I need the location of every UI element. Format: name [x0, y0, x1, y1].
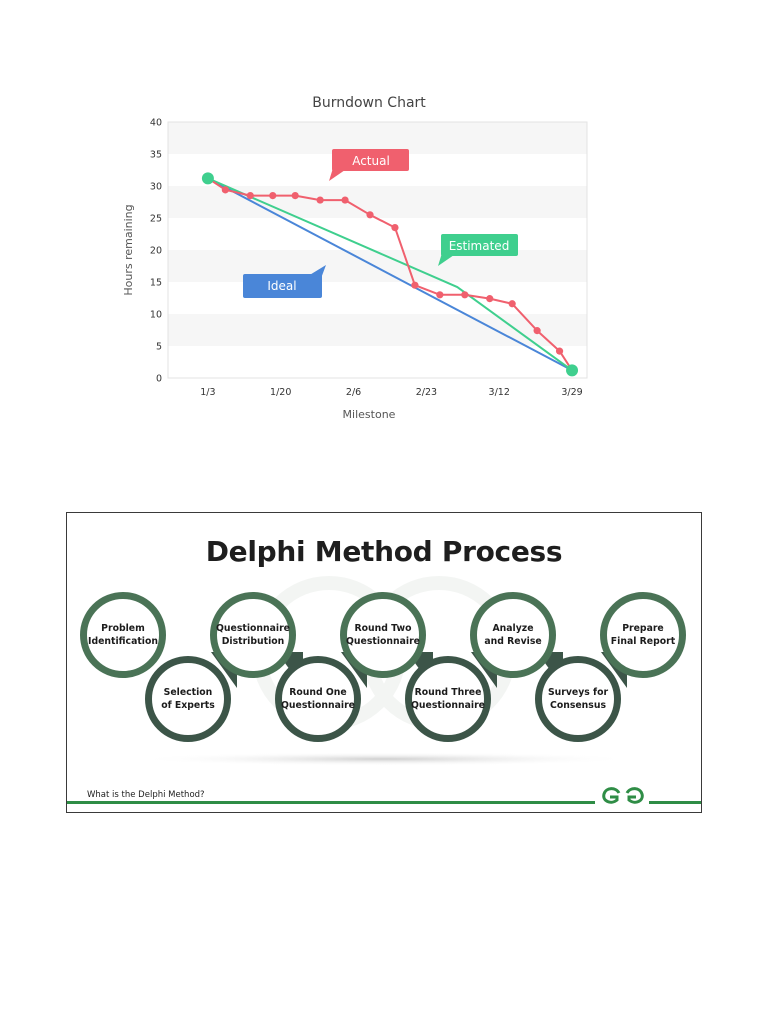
y-tick-label: 0	[156, 374, 162, 385]
burndown-chart-svg: Burndown Chart 0 5 10 15 20 25 30 35 40 1/3 1/20 2…	[122, 95, 588, 421]
step-problem-identification: Problem Identification	[80, 592, 166, 678]
callout-estimated-box	[441, 234, 518, 256]
x-tick-label: 1/20	[270, 387, 291, 398]
footer-caption: What is the Delphi Method?	[87, 790, 205, 800]
step-prepare-final-report: Prepare Final Report	[600, 592, 686, 678]
actual-point	[461, 291, 469, 299]
actual-point	[436, 291, 444, 299]
y-tick-label: 5	[156, 342, 162, 353]
callout-actual-label: Actual	[352, 154, 390, 168]
y-tick-label: 10	[150, 310, 162, 321]
actual-point	[555, 347, 564, 355]
plot-area-frame	[167, 121, 588, 379]
x-tick-label: 2/23	[416, 387, 437, 398]
delphi-infographic: Delphi Method Process Problem Identifica…	[66, 512, 702, 813]
chart-title: Burndown Chart	[312, 95, 426, 111]
step-selection-of-experts: Selection of Experts	[145, 656, 231, 742]
callout-actual-pointer	[329, 168, 345, 181]
step-round-two-questionnaire: Round Two Questionnaire	[340, 592, 426, 678]
step-selection-of-experts-label: Selection of Experts	[161, 687, 215, 711]
step-round-two-questionnaire-label: Round Two Questionnaire	[346, 623, 420, 647]
x-tick-label: 1/3	[200, 387, 215, 398]
x-tick-label: 3/12	[489, 387, 510, 398]
callout-estimated: Estimated	[438, 234, 518, 266]
y-tick-label: 40	[150, 118, 162, 129]
gfg-logo-icon	[602, 787, 644, 804]
actual-point	[533, 327, 541, 335]
series-line-estimated	[207, 177, 573, 372]
actual-point	[391, 224, 399, 232]
step-analyze-and-revise: Analyze and Revise	[470, 592, 556, 678]
step-questionnaire-distribution-label: Questionnaire Distribution	[216, 623, 290, 647]
step-round-one-questionnaire-label: Round One Questionnaire	[281, 687, 355, 711]
y-tick-label: 25	[150, 214, 162, 225]
callout-ideal-box	[243, 274, 322, 298]
delphi-title: Delphi Method Process	[205, 535, 563, 568]
step-problem-identification-label: Problem Identification	[88, 623, 158, 647]
actual-point	[269, 192, 277, 200]
callout-actual-box	[332, 149, 409, 171]
callout-ideal-label: Ideal	[267, 279, 296, 293]
y-tick-label: 20	[150, 246, 162, 257]
actual-point	[291, 192, 299, 200]
grid-band	[168, 314, 587, 346]
actual-point	[246, 192, 254, 200]
actual-point	[316, 196, 324, 204]
y-tick-label: 15	[150, 278, 162, 289]
step-prepare-final-report-label: Prepare Final Report	[610, 623, 676, 647]
start-marker	[201, 172, 214, 185]
y-tick-label: 30	[150, 182, 162, 193]
actual-point	[366, 211, 374, 219]
grid-band	[168, 122, 587, 154]
burndown-chart: Burndown Chart 0 5 10 15 20 25 30 35 40 1/3 1/20 2…	[0, 0, 768, 440]
footer-rule-right	[649, 801, 701, 804]
footer-rule-left	[67, 801, 595, 804]
end-marker	[566, 364, 579, 377]
x-axis-label: Milestone	[343, 408, 396, 421]
step-surveys-for-consensus: Surveys for Consensus	[535, 656, 621, 742]
actual-point	[508, 300, 516, 308]
y-axis-label: Hours remaining	[122, 204, 135, 295]
series-line-ideal	[207, 177, 573, 372]
actual-point	[486, 295, 494, 303]
step-round-three-questionnaire-label: Round Three Questionnaire	[411, 687, 485, 711]
x-tick-label: 3/29	[561, 387, 582, 398]
grid-band	[168, 250, 587, 282]
step-questionnaire-distribution: Questionnaire Distribution	[210, 592, 296, 678]
callout-ideal-pointer	[308, 265, 326, 281]
actual-point	[341, 196, 349, 204]
step-surveys-for-consensus-label: Surveys for Consensus	[547, 687, 609, 711]
gfg-logo-left-glyph	[602, 787, 621, 804]
actual-point	[221, 186, 229, 194]
callout-estimated-label: Estimated	[449, 239, 510, 253]
step-analyze-and-revise-label: Analyze and Revise	[484, 623, 542, 647]
actual-point	[411, 281, 419, 289]
step-round-three-questionnaire: Round Three Questionnaire	[405, 656, 491, 742]
floor-shadow	[135, 752, 635, 766]
callout-estimated-pointer	[438, 253, 454, 266]
y-tick-label: 35	[150, 150, 162, 161]
callout-ideal: Ideal	[243, 265, 326, 298]
step-round-one-questionnaire: Round One Questionnaire	[275, 656, 361, 742]
x-tick-label: 2/6	[346, 387, 361, 398]
gfg-logo-right-glyph	[625, 787, 644, 804]
callout-actual: Actual	[329, 149, 409, 181]
